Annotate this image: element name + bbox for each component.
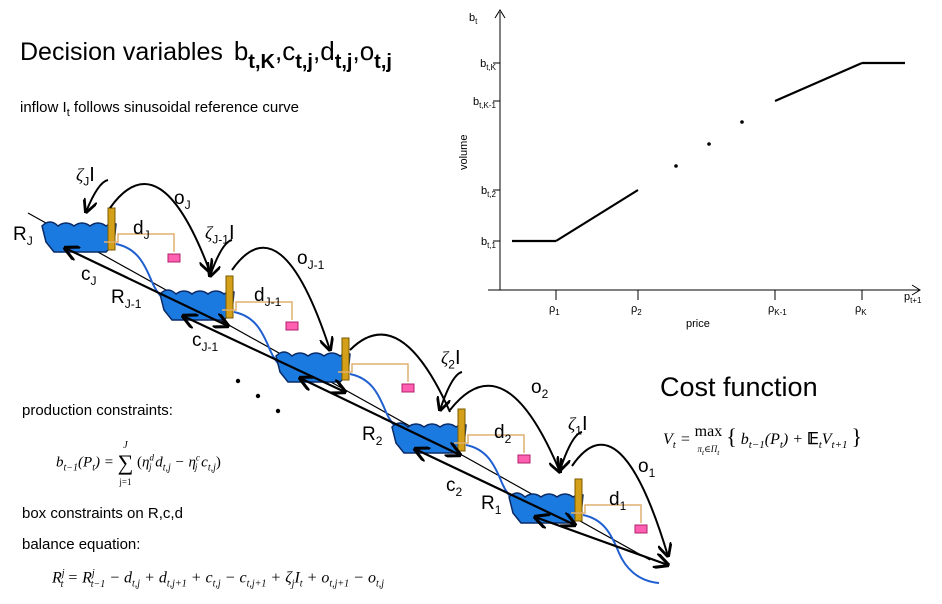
cost-function-title: Cost function	[660, 372, 818, 402]
dam	[574, 478, 583, 522]
dam	[457, 408, 466, 452]
dam	[107, 207, 116, 251]
label-zeta-2: ζ2I	[441, 347, 461, 372]
label-o-2: o2	[531, 377, 549, 401]
balance-equation-title: balance equation:	[22, 536, 141, 553]
flow-arrow	[65, 248, 228, 326]
inflow-arrow	[440, 371, 463, 410]
label-o-J: oJ	[174, 188, 191, 212]
label-d-1: d1	[609, 489, 627, 513]
label-R-J1: RJ-1	[111, 287, 142, 311]
label-R-1: R1	[481, 493, 502, 517]
label-o-J1: oJ-1	[297, 248, 325, 272]
label-zeta-J1: ζJ-1I	[205, 222, 235, 247]
flow-arrow	[415, 449, 575, 525]
label-zeta-J: ζJI	[76, 164, 95, 189]
production-constraints-title: production constraints:	[22, 402, 173, 419]
ellipsis-dot	[674, 164, 678, 168]
reservoir	[508, 478, 660, 584]
spill-arrow	[449, 384, 560, 472]
dam	[225, 275, 234, 319]
spill-arrow	[109, 183, 210, 272]
production-constraints-formula: bt−1(Pt) = J ∑ j=1 (ηdj dt,j − ηcj ct,j)	[56, 440, 221, 487]
turbine-box	[517, 454, 531, 464]
box-constraints-text: box constraints on R,c,d	[22, 505, 183, 522]
x-axis-label: price	[686, 318, 710, 330]
inflow-text: inflow It follows sinusoidal reference c…	[20, 99, 300, 119]
label-R-J: RJ	[13, 224, 33, 248]
spill-arrow	[231, 246, 330, 350]
flow-arrow	[535, 517, 668, 565]
label-c-J: cJ	[81, 264, 97, 288]
ellipsis-dot	[707, 142, 711, 146]
dam	[341, 337, 350, 381]
turbine-box	[167, 253, 181, 263]
x-tick-label: ρK	[855, 303, 867, 317]
water-basin	[159, 289, 235, 321]
label-d-J1: dJ-1	[254, 285, 282, 309]
y-tick-label: bt,K	[480, 58, 497, 72]
x-tick-label: ρ1	[549, 303, 560, 317]
turbine-box	[634, 524, 648, 534]
label-c-2: c2	[446, 475, 463, 499]
label-zeta-1: ζ1I	[568, 413, 588, 438]
ellipsis-dot	[275, 408, 281, 414]
discharge-pipe	[104, 233, 175, 252]
ellipsis-dot	[255, 393, 261, 399]
inflow-arrow	[560, 431, 583, 470]
water-basin	[41, 221, 117, 253]
label-o-1: o1	[638, 456, 656, 480]
ellipsis-dot	[740, 120, 744, 124]
balance-equation-formula: Rjt = Rjt−1 − dt,j + dt,j+1 + ct,j − ct,…	[52, 568, 385, 590]
y-tick-label: bt,2	[481, 185, 497, 199]
y-tick-label: bt,K-1	[473, 96, 497, 110]
label-d-J: dJ	[133, 218, 150, 242]
cost-function-formula: Vt = max πt∈Πt { bt−1(Pt) + 𝔼tVt+1 }	[663, 423, 863, 457]
spill-arrow	[349, 333, 451, 413]
label-R-2: R2	[362, 424, 383, 448]
ellipsis-dot	[235, 378, 241, 384]
water-basin	[508, 492, 584, 524]
turbine-box	[285, 321, 299, 331]
bid-curve-segment	[774, 61, 863, 103]
inflow-arrow	[86, 179, 109, 212]
spill-arrow	[571, 443, 668, 556]
turbine-box	[401, 383, 415, 393]
x-tick-label: ρ2	[631, 303, 642, 317]
label-c-J1: cJ-1	[192, 330, 219, 354]
bid-curve-segment	[555, 189, 639, 242]
y-axis-label: volume	[458, 135, 470, 170]
flow-arrow	[300, 378, 460, 455]
bid-curve-chart: ρ1 ρ2 ρK-1 ρK bt,1 bt,2 bt,K-1 bt,K bt pt+1 vol…	[458, 9, 922, 330]
label-d-2: d2	[494, 422, 512, 446]
y-axis-name: bt	[469, 12, 478, 26]
x-axis-name: pt+1	[904, 291, 922, 305]
decision-variables-title: Decision variables bt,K,ct,j,dt,j,ot,j	[20, 36, 392, 73]
y-tick-label: bt,1	[481, 236, 497, 250]
x-tick-label: ρK-1	[768, 303, 787, 317]
